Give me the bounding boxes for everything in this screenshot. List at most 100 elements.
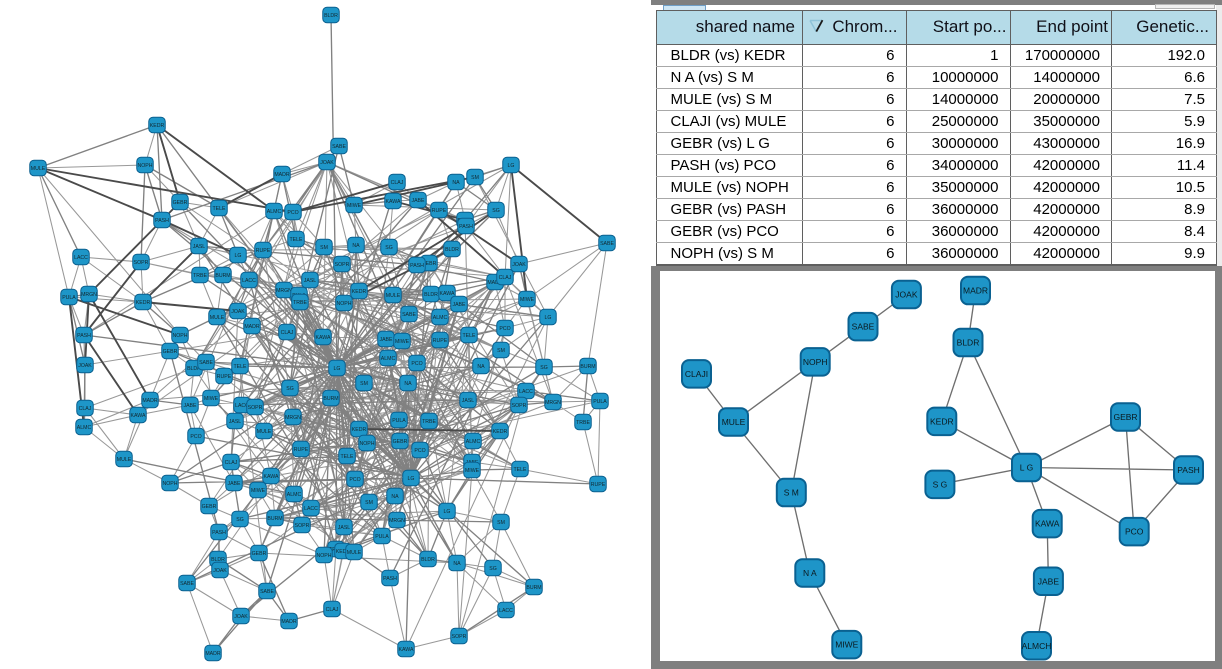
svg-text:TELE: TELE (234, 364, 248, 370)
svg-text:PCO: PCO (190, 434, 201, 440)
svg-text:RUPE: RUPE (256, 248, 271, 254)
svg-text:SM: SM (320, 245, 328, 251)
svg-text:TRBE: TRBE (293, 300, 307, 306)
svg-text:BURM: BURM (323, 396, 338, 402)
svg-text:GEBR: GEBR (252, 551, 267, 557)
svg-text:LACC: LACC (519, 389, 533, 395)
svg-text:JASL: JASL (304, 278, 317, 284)
svg-text:JOAK: JOAK (320, 160, 334, 166)
svg-text:SOPR: SOPR (295, 523, 310, 529)
svg-text:KAWA: KAWA (399, 647, 414, 653)
svg-text:BLDR: BLDR (187, 366, 201, 372)
svg-text:SG: SG (492, 208, 500, 214)
svg-text:PASH: PASH (155, 218, 169, 224)
svg-text:LACC: LACC (304, 506, 318, 512)
svg-text:GEBR: GEBR (393, 439, 408, 445)
svg-text:BURM: BURM (526, 585, 541, 591)
svg-text:PCO: PCO (411, 361, 422, 367)
svg-text:CLAJI: CLAJI (685, 369, 708, 379)
svg-text:TELE: TELE (341, 454, 355, 460)
svg-text:MADR: MADR (244, 324, 260, 330)
svg-text:S M: S M (784, 488, 799, 498)
svg-text:ALMC: ALMC (77, 425, 92, 431)
svg-text:NA: NA (352, 243, 360, 249)
svg-text:TELE: TELE (463, 333, 477, 339)
svg-text:CLAJ: CLAJ (281, 330, 294, 336)
svg-text:MADR: MADR (281, 619, 297, 625)
svg-text:GEBR: GEBR (163, 349, 178, 355)
svg-text:ALMC: ALMC (466, 439, 481, 445)
svg-text:KAWA: KAWA (1035, 519, 1060, 529)
svg-text:ALMC: ALMC (287, 492, 302, 498)
svg-text:JABE: JABE (412, 198, 426, 204)
svg-text:PULA: PULA (375, 534, 389, 540)
svg-text:TELE: TELE (290, 237, 304, 243)
svg-text:LACC: LACC (235, 403, 249, 409)
svg-text:KAWA: KAWA (131, 413, 146, 419)
svg-text:JOAK: JOAK (213, 568, 227, 574)
svg-text:BLDR: BLDR (445, 247, 459, 253)
svg-text:SOPR: SOPR (452, 634, 467, 640)
svg-text:PULA: PULA (392, 418, 406, 424)
svg-text:RUPE: RUPE (217, 374, 232, 380)
svg-text:LG: LG (508, 163, 515, 169)
svg-text:ALMCH: ALMCH (1022, 641, 1052, 651)
svg-text:MADR: MADR (205, 651, 221, 657)
svg-text:MULE: MULE (31, 166, 46, 172)
svg-text:TELE: TELE (514, 467, 528, 473)
svg-text:PULA: PULA (62, 295, 76, 301)
svg-text:SABE: SABE (852, 322, 875, 332)
svg-text:JABE: JABE (184, 403, 198, 409)
svg-text:PASH: PASH (1177, 465, 1200, 475)
svg-text:PASH: PASH (410, 263, 424, 269)
svg-text:PASH: PASH (77, 333, 91, 339)
svg-text:MADR: MADR (963, 286, 988, 296)
svg-text:CLAJ: CLAJ (499, 275, 512, 281)
svg-text:MIWE: MIWE (251, 488, 266, 494)
svg-text:BLDR: BLDR (211, 557, 225, 563)
svg-text:LACC: LACC (74, 255, 88, 261)
svg-text:NOPH: NOPH (337, 301, 352, 307)
svg-text:GEBR: GEBR (202, 504, 217, 510)
svg-text:KEDR: KEDR (352, 427, 367, 433)
svg-text:NA: NA (477, 364, 485, 370)
svg-text:JASL: JASL (229, 419, 242, 425)
svg-text:GEBR: GEBR (422, 261, 437, 267)
svg-text:SM: SM (497, 348, 505, 354)
svg-text:PCO: PCO (414, 448, 425, 454)
svg-text:KAWA: KAWA (264, 474, 279, 480)
svg-text:SABE: SABE (199, 360, 213, 366)
svg-text:ALMC: ALMC (267, 209, 282, 215)
svg-text:MULE: MULE (386, 293, 401, 299)
svg-text:JOAK: JOAK (895, 290, 918, 300)
svg-text:PULA: PULA (593, 399, 607, 405)
svg-text:MRGN: MRGN (545, 400, 561, 406)
svg-text:MIWE: MIWE (835, 640, 858, 650)
svg-text:MIWE: MIWE (204, 396, 219, 402)
svg-text:GEBR: GEBR (1113, 412, 1137, 422)
svg-text:MRGN: MRGN (389, 518, 405, 524)
svg-text:BURM: BURM (580, 364, 595, 370)
svg-text:NOPH: NOPH (173, 333, 188, 339)
svg-text:LG: LG (408, 476, 415, 482)
svg-text:SG: SG (286, 386, 294, 392)
svg-text:CLAJ: CLAJ (391, 180, 404, 186)
svg-text:KEDR: KEDR (136, 300, 151, 306)
svg-text:GEBR: GEBR (173, 200, 188, 206)
svg-text:LG: LG (334, 366, 341, 372)
svg-text:S G: S G (933, 479, 948, 489)
svg-text:JASL: JASL (462, 398, 475, 404)
svg-text:SG: SG (540, 365, 548, 371)
svg-text:SOPR: SOPR (512, 403, 527, 409)
svg-text:SABE: SABE (260, 589, 274, 595)
svg-text:NA: NA (404, 381, 412, 387)
svg-text:BURM: BURM (267, 516, 282, 522)
svg-text:MADR: MADR (274, 172, 290, 178)
svg-text:JOAK: JOAK (231, 309, 245, 315)
svg-text:KEDR: KEDR (930, 416, 954, 426)
svg-text:TRBE: TRBE (576, 420, 590, 426)
svg-text:PASH: PASH (459, 224, 473, 230)
svg-text:LG: LG (235, 253, 242, 259)
svg-text:MIWE: MIWE (347, 203, 362, 209)
svg-text:SM: SM (471, 175, 479, 181)
